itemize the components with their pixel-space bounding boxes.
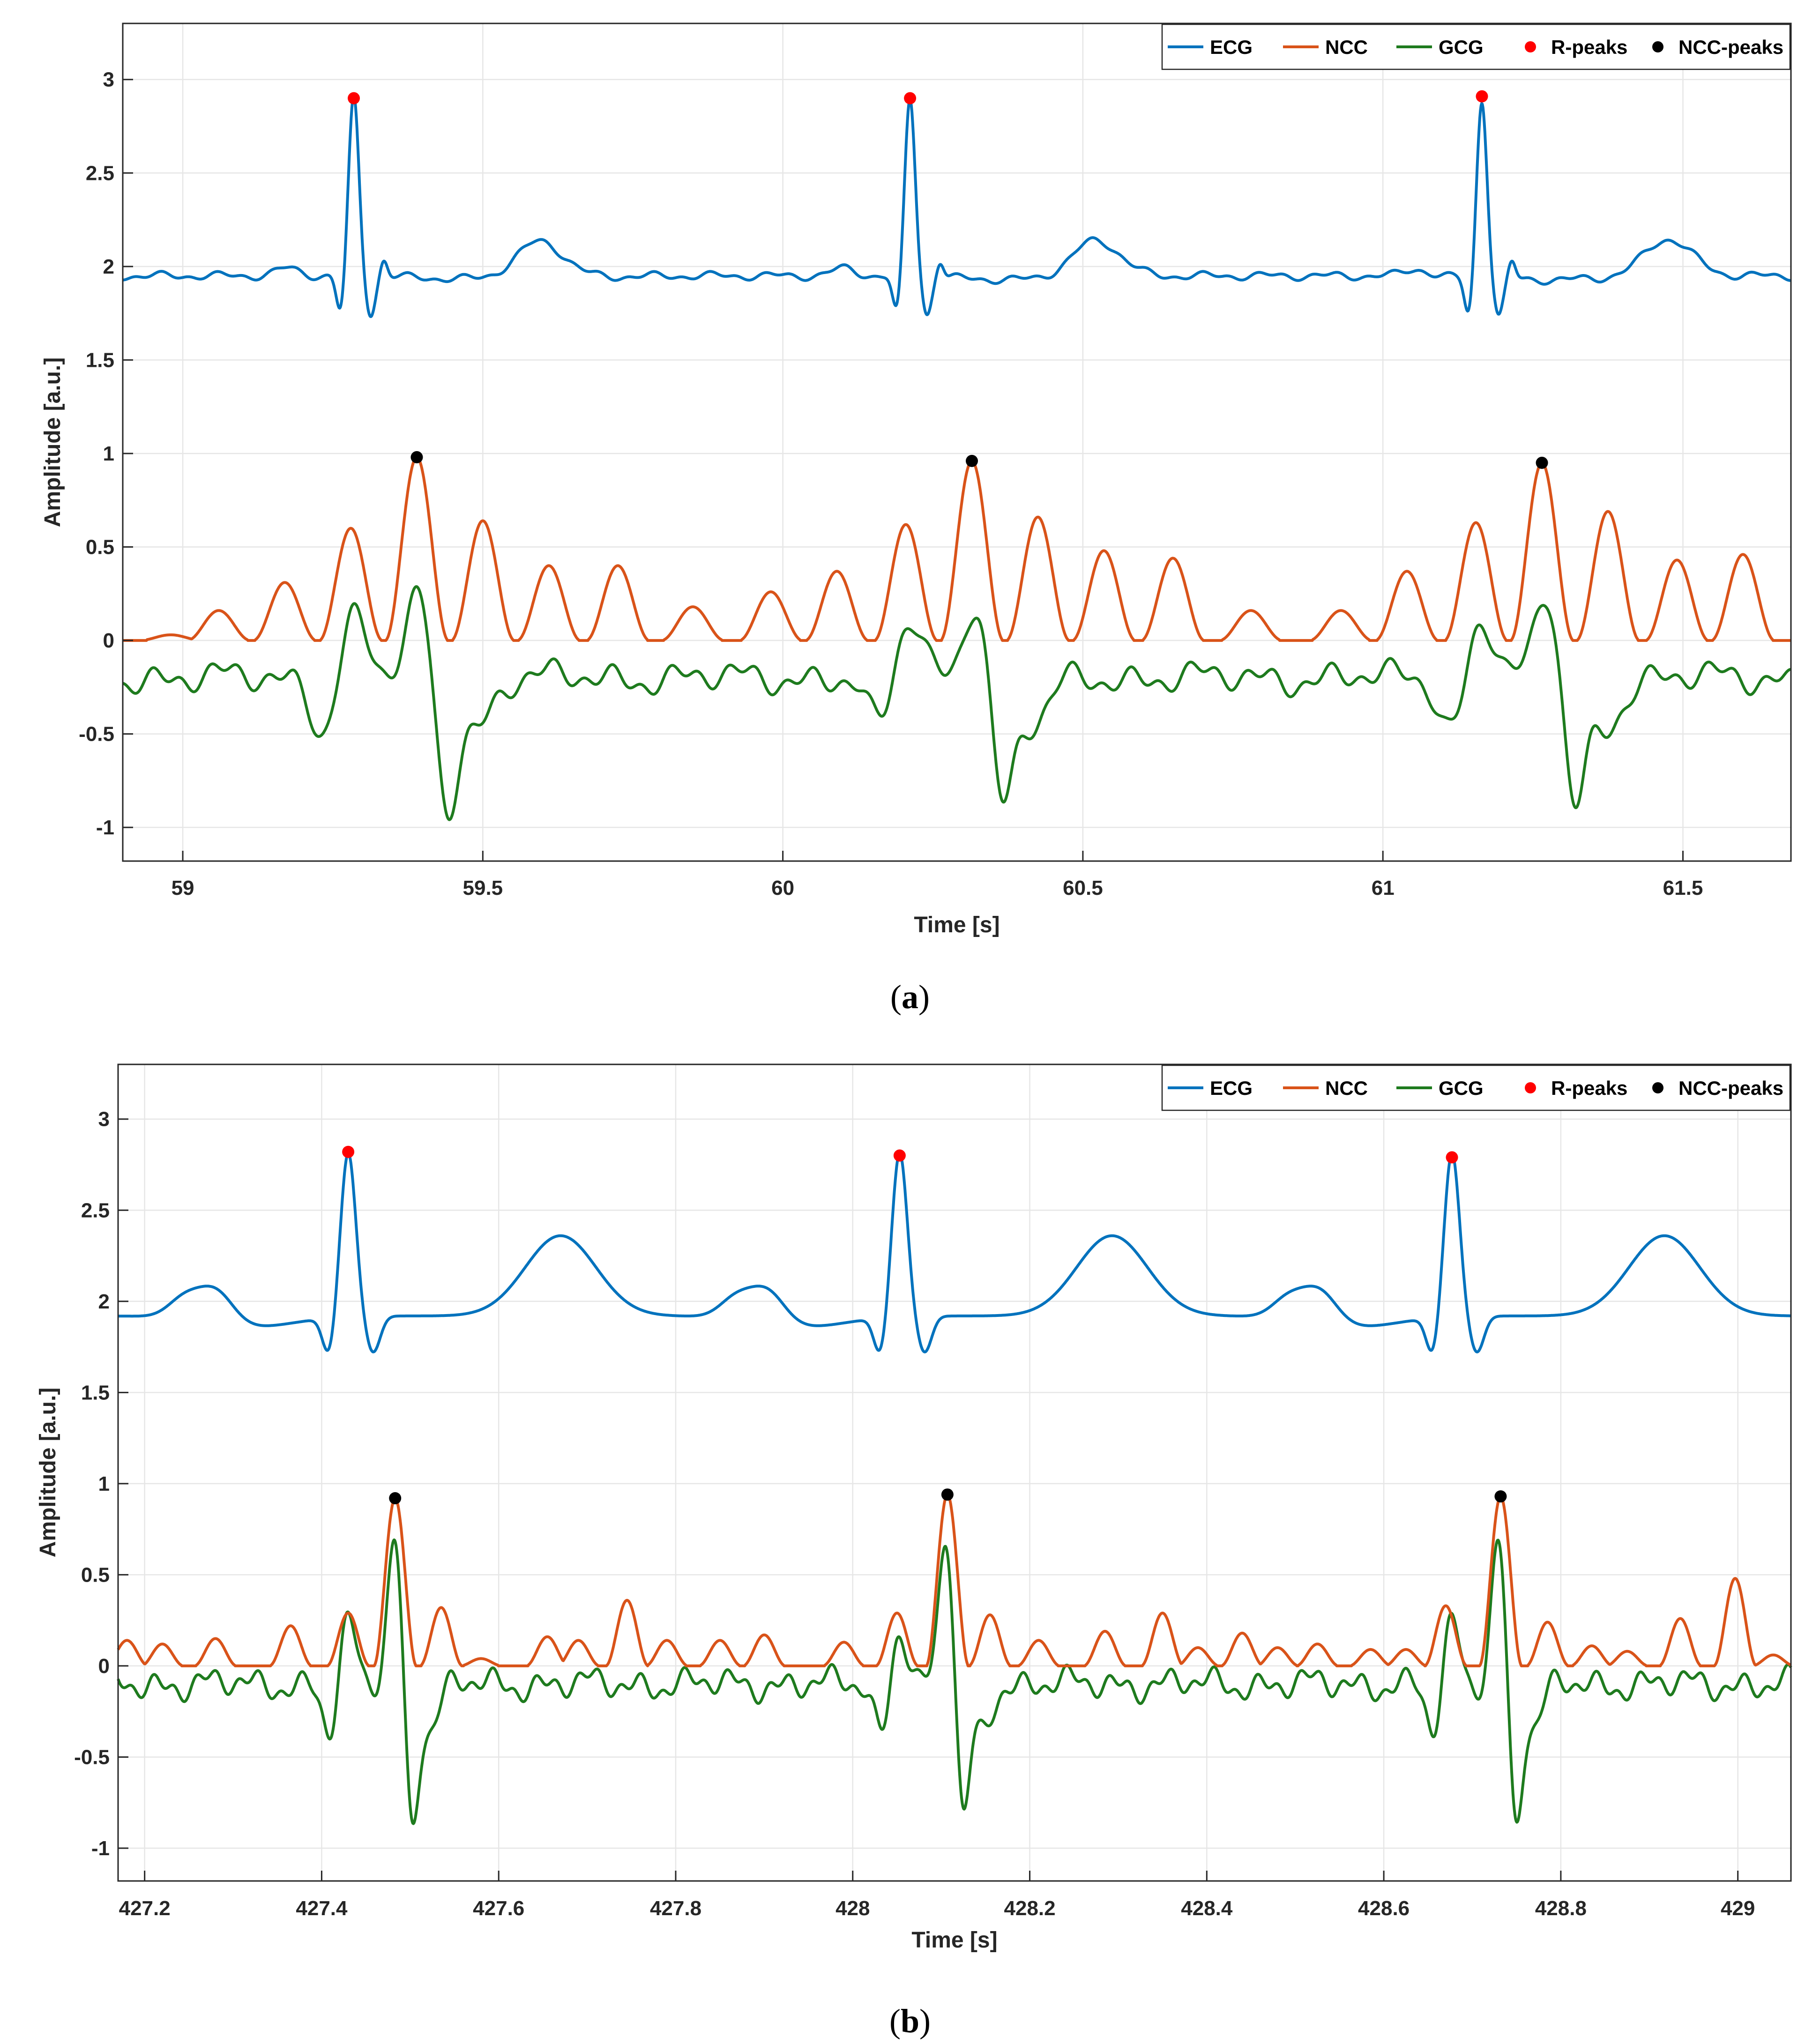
axes-frame-a [122, 22, 1792, 862]
r-peak-marker-b-2 [1446, 1151, 1458, 1164]
x-axis-label-b: Time [s] [911, 1928, 997, 1953]
series-gcg-b [117, 1538, 1792, 1825]
y-tick-label-b-2: 0 [98, 1655, 110, 1678]
y-tick-label-a-0: -1 [96, 816, 114, 839]
axes-frame-b [117, 1063, 1792, 1882]
x-tick-label-b-0: 427.2 [119, 1897, 171, 1920]
y-tick-label-a-2: 0 [103, 629, 114, 652]
x-tick-label-a-5: 61.5 [1663, 877, 1703, 899]
x-tick-label-b-4: 428 [835, 1897, 870, 1920]
y-axis-label-b: Amplitude [a.u.] [36, 1388, 60, 1558]
y-tick-label-b-3: 0.5 [81, 1563, 110, 1586]
x-tick-label-b-6: 428.4 [1181, 1897, 1233, 1920]
ncc-peak-marker-b-1 [941, 1488, 954, 1501]
x-tick-label-b-8: 428.8 [1535, 1897, 1587, 1920]
y-tick-label-b-6: 2 [98, 1290, 110, 1313]
y-tick-label-b-8: 3 [98, 1108, 110, 1131]
r-peak-marker-a-2 [1476, 90, 1488, 103]
legend-label-ecg-a: ECG [1210, 36, 1253, 58]
ncc-peak-marker-a-0 [410, 451, 423, 463]
ncc-peak-marker-a-1 [966, 454, 978, 467]
legend-label-ncc-a: NCC [1325, 36, 1368, 58]
legend-b: ECG NCC GCG R-peaks NCC-peaks [1161, 1064, 1791, 1111]
caption-a-letter: a [902, 978, 918, 1016]
series-ecg-b [117, 1152, 1792, 1353]
y-tick-label-a-1: -0.5 [79, 723, 114, 746]
y-tick-label-a-5: 1.5 [86, 349, 114, 372]
caption-a-open: ( [890, 978, 902, 1016]
legend-swatch-r-peaks-b [1525, 1082, 1536, 1093]
x-tick-label-a-4: 61 [1372, 877, 1395, 899]
y-tick-label-b-5: 1.5 [81, 1381, 110, 1404]
legend-swatch-r-peaks-a [1525, 41, 1536, 52]
legend-swatch-ncc-peaks-b [1652, 1082, 1663, 1093]
legend-a: ECG NCC GCG R-peaks NCC-peaks [1161, 23, 1791, 70]
x-tick-label-b-5: 428.2 [1004, 1897, 1056, 1920]
r-peak-marker-a-1 [904, 92, 917, 104]
ncc-peak-marker-b-0 [389, 1492, 402, 1504]
y-tick-label-a-7: 2.5 [86, 162, 114, 185]
y-tick-label-b-4: 1 [98, 1472, 110, 1495]
ticks-a: 59 59.5 60 60.5 61 61.5 -1 -0.5 0 0.5 1 1.5 2 2.5 3 [79, 68, 1703, 899]
legend-label-ncc-peaks-a: NCC-peaks [1678, 36, 1783, 58]
x-tick-label-a-2: 60 [771, 877, 794, 899]
plot-area-a [123, 23, 1791, 861]
caption-b-close: ) [919, 2002, 931, 2040]
series-ecg-a [122, 94, 1792, 318]
legend-swatch-ncc-peaks-a [1652, 41, 1663, 52]
plot-area-b [118, 1064, 1791, 1881]
grid-a [123, 23, 1791, 861]
x-axis-label-a: Time [s] [914, 913, 1000, 937]
x-tick-label-b-1: 427.4 [296, 1897, 348, 1920]
r-peak-marker-b-0 [342, 1145, 355, 1158]
ncc-peak-marker-a-2 [1536, 456, 1548, 469]
series-group-a [122, 94, 1792, 821]
y-tick-label-b-0: -1 [91, 1837, 110, 1860]
legend-label-ecg-b: ECG [1210, 1077, 1253, 1099]
markers-group-a [348, 90, 1548, 469]
caption-b-open: ( [889, 2002, 901, 2040]
panel-a: 59 59.5 60 60.5 61 61.5 -1 -0.5 0 0.5 1 1.5 2 2.5 3 Ti… [40, 22, 1792, 937]
caption-b: (b) [889, 2002, 931, 2040]
legend-label-ncc-peaks-b: NCC-peaks [1678, 1077, 1783, 1099]
y-tick-label-b-1: -0.5 [74, 1746, 110, 1769]
x-tick-label-b-2: 427.6 [473, 1897, 524, 1920]
x-tick-label-b-3: 427.8 [650, 1897, 701, 1920]
ncc-peak-marker-b-2 [1494, 1490, 1507, 1503]
panel-b: 427.2 427.4 427.6 427.8 428 428.2 428.4 428.6 42… [36, 1063, 1792, 1953]
legend-label-r-peaks-b: R-peaks [1551, 1077, 1627, 1099]
x-tick-label-a-0: 59 [172, 877, 194, 899]
y-tick-label-a-8: 3 [103, 68, 114, 91]
r-peak-marker-a-0 [348, 92, 360, 104]
y-tick-label-a-4: 1 [103, 442, 114, 465]
r-peak-marker-b-1 [893, 1149, 906, 1162]
legend-box-a [1161, 23, 1791, 70]
x-tick-label-b-7: 428.6 [1358, 1897, 1410, 1920]
y-tick-label-a-6: 2 [103, 255, 114, 278]
legend-box-b [1161, 1064, 1791, 1111]
x-tick-label-a-1: 59.5 [463, 877, 503, 899]
x-tick-label-b-9: 429 [1721, 1897, 1755, 1920]
legend-label-gcg-b: GCG [1439, 1077, 1484, 1099]
caption-a: (a) [890, 978, 930, 1016]
y-tick-label-b-7: 2.5 [81, 1199, 110, 1222]
series-gcg-a [122, 585, 1792, 821]
legend-label-r-peaks-a: R-peaks [1551, 36, 1627, 58]
ticks-b: 427.2 427.4 427.6 427.8 428 428.2 428.4 428.6 42… [74, 1108, 1755, 1920]
legend-label-ncc-b: NCC [1325, 1077, 1368, 1099]
y-axis-label-a: Amplitude [a.u.] [40, 357, 65, 528]
caption-b-letter: b [901, 2002, 919, 2040]
x-tick-label-a-3: 60.5 [1063, 877, 1103, 899]
markers-group-b [342, 1145, 1507, 1504]
y-tick-label-a-3: 0.5 [86, 536, 114, 559]
caption-a-close: ) [918, 978, 930, 1016]
series-ncc-a [122, 456, 1792, 642]
legend-label-gcg-a: GCG [1439, 36, 1484, 58]
